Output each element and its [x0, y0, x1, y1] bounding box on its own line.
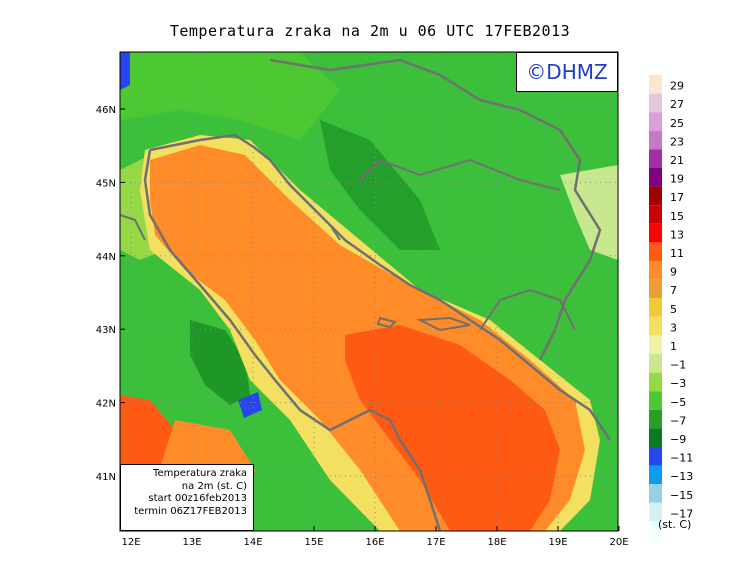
dark-zone-apennine — [190, 320, 250, 405]
legend-swatch — [649, 502, 662, 522]
info-line-4: termin 06Z17FEB2013 — [134, 505, 247, 517]
legend-swatch — [649, 242, 662, 261]
legend-swatch — [649, 428, 662, 447]
legend-label: 15 — [670, 210, 684, 223]
island-3 — [314, 209, 341, 241]
legend-swatch — [649, 409, 662, 429]
legend-label: 19 — [670, 173, 684, 186]
x-tick-label: 14E — [243, 537, 262, 548]
legend-swatch — [649, 186, 662, 206]
legend-label: 29 — [670, 80, 684, 93]
legend-swatch — [649, 149, 662, 168]
y-tick-label: 44N — [96, 252, 116, 263]
legend-label: 23 — [670, 135, 684, 148]
land-north — [120, 52, 340, 140]
legend-label: 7 — [670, 284, 677, 297]
x-tick-label: 12E — [121, 537, 140, 548]
y-tick-label: 46N — [96, 105, 116, 116]
lat-lon-grid — [120, 52, 618, 531]
info-line-3: start 00z16feb2013 — [148, 493, 247, 504]
legend-swatch — [649, 298, 662, 317]
legend-swatch — [649, 112, 662, 131]
border-croatia-bosnia — [359, 158, 561, 191]
legend-swatch — [649, 75, 662, 94]
legend-label: 11 — [670, 247, 684, 260]
y-axis: 41N 42N 43N 44N 45N 46N — [96, 105, 125, 483]
legend-swatch — [649, 391, 662, 410]
x-tick-label: 15E — [304, 537, 323, 548]
legend-swatch — [649, 354, 662, 373]
legend-swatch — [649, 205, 662, 224]
legend-label: −9 — [670, 433, 686, 446]
legend-swatch — [649, 130, 662, 150]
dhmz-logo: ©DHMZ — [516, 52, 618, 92]
legend-label: 3 — [670, 321, 677, 334]
x-axis: 12E 13E 14E 15E 16E 17E 18E 19E 20E — [121, 526, 629, 548]
x-tick-label: 13E — [182, 537, 201, 548]
legend-label: 25 — [670, 117, 684, 130]
info-box: Temperatura zraka na 2m (st. C) start 00… — [120, 464, 254, 531]
legend-label: 17 — [670, 191, 684, 204]
legend-label: −7 — [670, 414, 686, 427]
legend-swatch — [649, 335, 662, 354]
legend-label: 5 — [670, 303, 677, 316]
legend-label: 21 — [670, 154, 684, 167]
x-tick-label: 18E — [487, 537, 506, 548]
legend-swatch — [649, 447, 662, 466]
island-1 — [376, 316, 397, 329]
y-tick-label: 45N — [96, 178, 116, 189]
legend-label: 1 — [670, 340, 677, 353]
legend-swatch — [649, 223, 662, 243]
cold-spot-2 — [238, 392, 262, 418]
legend-label: −15 — [670, 489, 693, 502]
x-tick-label: 17E — [426, 537, 445, 548]
borders-balkan — [269, 58, 602, 361]
info-line-1: Temperatura zraka — [153, 468, 247, 479]
x-tick-label: 19E — [548, 537, 567, 548]
legend-label: −17 — [670, 507, 693, 520]
legend-unit: (st. C) — [658, 518, 692, 531]
island-2 — [416, 316, 471, 332]
info-line-2: na 2m (st. C) — [181, 480, 247, 492]
x-tick-label: 16E — [365, 537, 384, 548]
map-plot-area — [120, 52, 618, 531]
legend-label: −13 — [670, 470, 693, 483]
color-legend: 29 27 25 23 21 19 17 15 13 11 9 7 5 3 1 −1 −3 −5 −7 −9 −11 −1… — [649, 75, 693, 540]
legend-swatch — [649, 168, 662, 187]
legend-swatch — [649, 93, 662, 113]
y-tick-label: 43N — [96, 325, 116, 336]
legend-swatch — [649, 279, 662, 299]
legend-swatch — [649, 465, 662, 485]
legend-label: −3 — [670, 377, 686, 390]
coastline-east — [149, 133, 612, 441]
legend-label: 13 — [670, 228, 684, 241]
sea-warmest-core — [345, 325, 560, 531]
border-montenegro — [479, 288, 576, 331]
legend-label: 9 — [670, 266, 677, 279]
legend-swatch — [649, 316, 662, 336]
map-title: Temperatura zraka na 2m u 06 UTC 17FEB20… — [169, 22, 571, 40]
legend-label: 27 — [670, 98, 684, 111]
y-tick-label: 42N — [96, 399, 116, 410]
legend-swatch — [649, 521, 662, 540]
y-tick-label: 41N — [96, 472, 116, 483]
x-tick-label: 20E — [609, 537, 628, 548]
legend-swatch — [649, 484, 662, 503]
cold-spot — [120, 52, 130, 90]
legend-label: −1 — [670, 359, 686, 372]
legend-swatch — [649, 372, 662, 392]
dark-zone-dinaric — [320, 120, 440, 250]
legend-label: −5 — [670, 396, 686, 409]
legend-label: −11 — [670, 452, 693, 465]
coastline-italy — [143, 149, 442, 531]
border-west — [120, 214, 146, 241]
legend-swatch — [649, 261, 662, 280]
plot-frame — [119, 51, 619, 532]
